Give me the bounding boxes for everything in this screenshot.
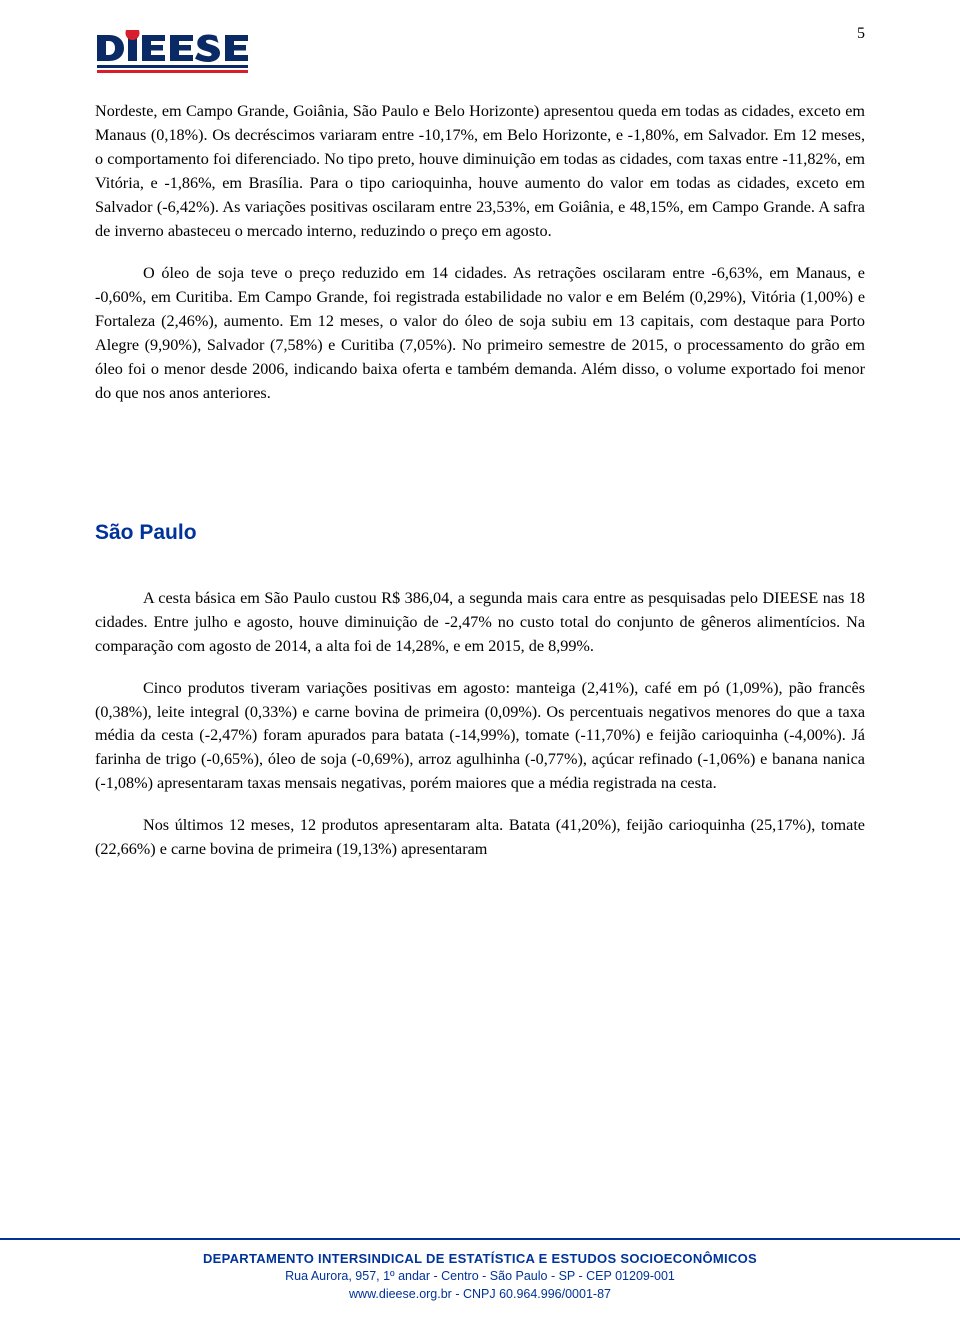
page-header: 5 xyxy=(95,30,865,75)
section-heading-sao-paulo: São Paulo xyxy=(95,521,865,545)
page-content: 5 Nordeste, em Campo Grande, Goiânia, Sã… xyxy=(0,0,960,862)
page-number: 5 xyxy=(857,25,865,43)
page-footer: DEPARTAMENTO INTERSINDICAL DE ESTATÍSTIC… xyxy=(0,1238,960,1317)
footer-address: Rua Aurora, 957, 1º andar - Centro - São… xyxy=(0,1268,960,1286)
paragraph-4: Cinco produtos tiveram variações positiv… xyxy=(95,677,865,797)
footer-website-cnpj: www.dieese.org.br - CNPJ 60.964.996/0001… xyxy=(0,1286,960,1304)
paragraph-2: O óleo de soja teve o preço reduzido em … xyxy=(95,262,865,406)
paragraph-3: A cesta básica em São Paulo custou R$ 38… xyxy=(95,587,865,659)
paragraph-5: Nos últimos 12 meses, 12 produtos aprese… xyxy=(95,814,865,862)
dieese-logo xyxy=(95,30,270,75)
footer-org-name: DEPARTAMENTO INTERSINDICAL DE ESTATÍSTIC… xyxy=(0,1250,960,1268)
paragraph-1: Nordeste, em Campo Grande, Goiânia, São … xyxy=(95,100,865,244)
